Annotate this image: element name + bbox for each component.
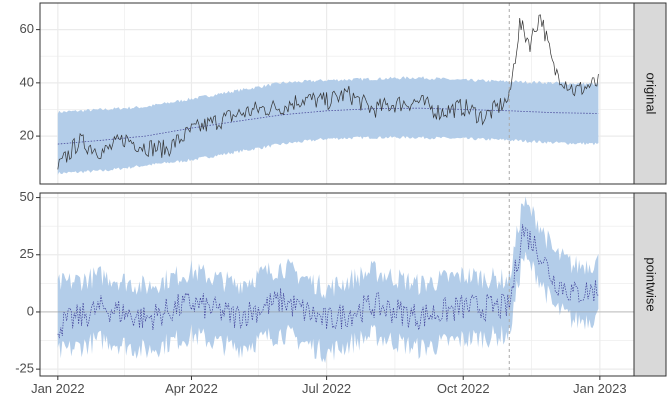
y-tick-label: 50 <box>20 189 34 204</box>
panel-pointwise: pointwise -25 0 25 50 <box>15 189 667 377</box>
predicted-line <box>57 107 599 145</box>
y-tick-label: -25 <box>15 361 34 376</box>
y-tick-label: 60 <box>20 21 34 36</box>
y-tick-label: 20 <box>20 128 34 143</box>
y-tick-label: 0 <box>27 303 34 318</box>
x-tick-label: Jan 2022 <box>31 381 85 396</box>
x-tick-label: Jul 2022 <box>302 381 351 396</box>
interval-band <box>57 196 599 363</box>
x-tick-label: Jan 2023 <box>573 381 627 396</box>
strip-background <box>633 192 667 377</box>
strip-label: original <box>644 73 659 115</box>
panel-original: original 20 40 60 <box>20 2 667 185</box>
y-tick-label: 25 <box>20 246 34 261</box>
interval-band <box>57 76 599 175</box>
y-tick-label: 40 <box>20 74 34 89</box>
x-tick-label: Apr 2022 <box>165 381 218 396</box>
strip-label: pointwise <box>644 257 659 311</box>
strip-background <box>633 2 667 185</box>
x-tick-label: Oct 2022 <box>437 381 490 396</box>
effect-line <box>57 224 599 339</box>
observed-line <box>57 14 599 170</box>
